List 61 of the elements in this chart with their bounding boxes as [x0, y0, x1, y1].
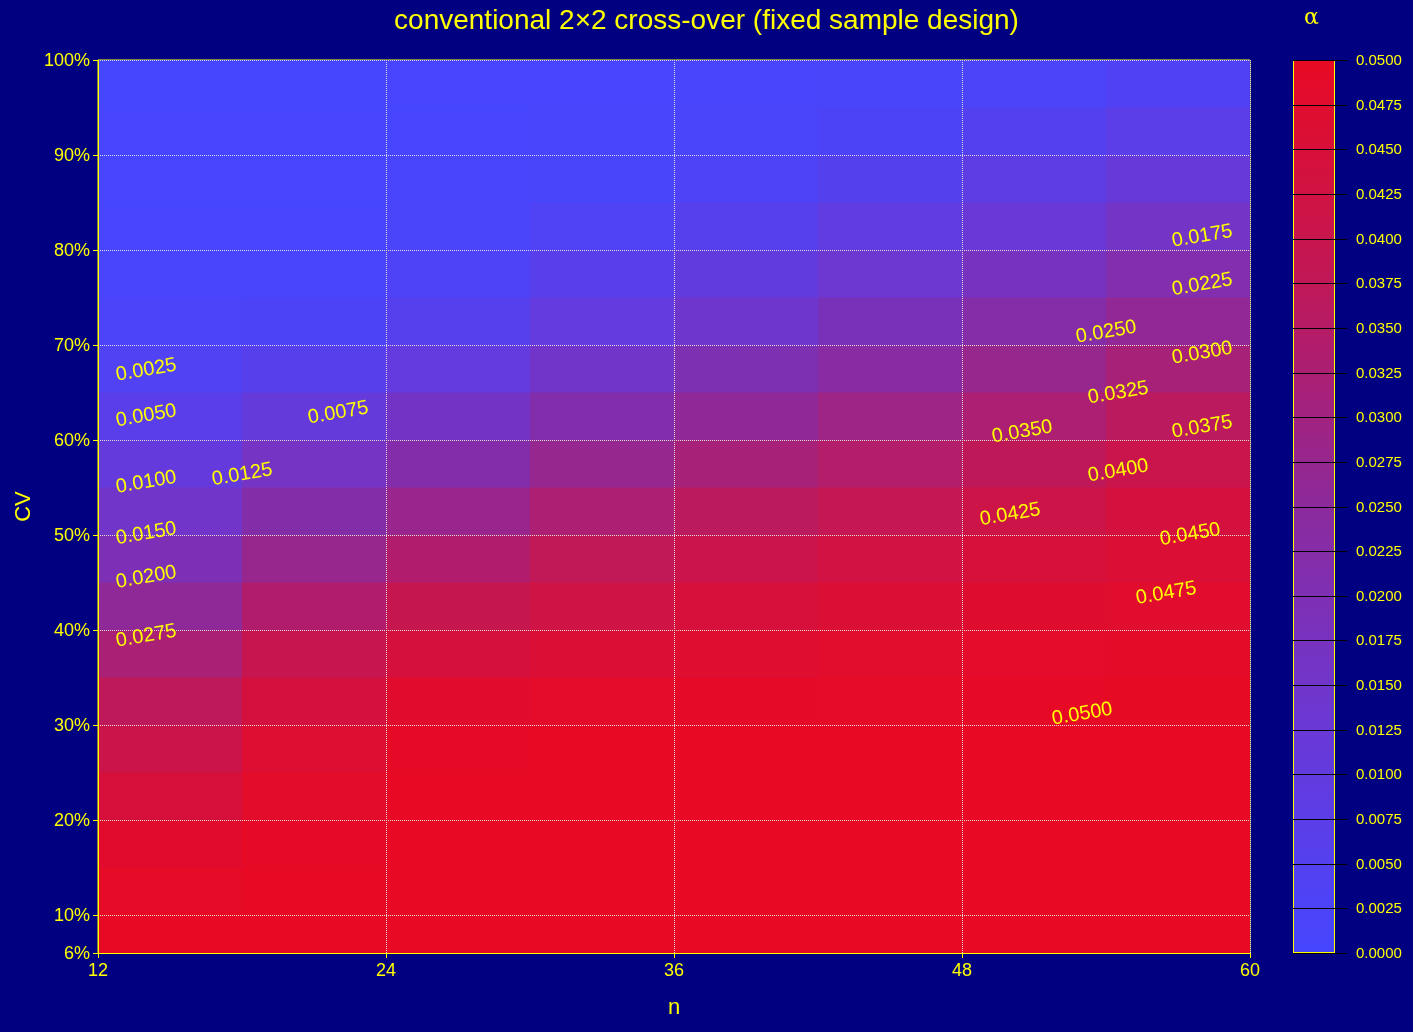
annotation: 0.0300 — [1170, 335, 1234, 368]
y-tick-label: 80% — [53, 240, 90, 260]
color-bar-label: 0.0275 — [1356, 452, 1402, 471]
x-tick-label: 24 — [375, 960, 397, 980]
x-axis-title: n — [667, 993, 681, 1019]
annotation: 0.0025 — [114, 352, 178, 385]
color-bar-label: 0.0125 — [1356, 720, 1402, 739]
x-tick-label: 48 — [951, 960, 973, 980]
color-bar-label: 0.0025 — [1356, 899, 1402, 918]
color-bar-label: 0.0150 — [1356, 676, 1402, 695]
annotation: 0.0400 — [1086, 453, 1150, 486]
color-bar-label: 0.0300 — [1356, 408, 1402, 427]
annotation: 0.0225 — [1170, 267, 1234, 300]
color-bar-label: 0.0400 — [1356, 229, 1402, 248]
y-tick-label: 30% — [53, 715, 90, 735]
annotation: 0.0325 — [1086, 375, 1150, 408]
annotation: 0.0275 — [114, 618, 178, 651]
color-bar-label: 0.0250 — [1356, 497, 1402, 516]
annotation: 0.0100 — [114, 464, 178, 497]
y-tick-label: 10% — [53, 905, 90, 925]
color-bar-label: 0.0500 — [1356, 51, 1402, 69]
color-bar-label: 0.0100 — [1356, 765, 1402, 784]
annotation: 0.0500 — [1050, 696, 1114, 729]
y-tick-label: 20% — [53, 810, 90, 830]
y-tick-label: 60% — [53, 430, 90, 450]
annotation: 0.0175 — [1170, 218, 1234, 251]
color-bar-label: 0.0350 — [1356, 318, 1402, 337]
chart-title: conventional 2×2 cross-over (fixed sample design) — [394, 3, 1019, 35]
annotation: 0.0250 — [1074, 314, 1138, 347]
annotation: 0.0050 — [114, 398, 178, 431]
annotation: 0.0425 — [978, 497, 1042, 530]
annotation: 0.0075 — [306, 395, 370, 428]
color-bar-title: α — [1304, 4, 1319, 29]
color-bar-label: 0.0050 — [1356, 854, 1402, 873]
color-bar-label: 0.0375 — [1356, 274, 1402, 293]
color-bar-label: 0.0425 — [1356, 184, 1402, 203]
annotation: 0.0450 — [1158, 517, 1222, 550]
x-tick-label: 12 — [87, 960, 109, 980]
color-bar-label: 0.0075 — [1356, 810, 1402, 829]
color-bar-label: 0.0475 — [1356, 95, 1402, 114]
annotation: 0.0125 — [210, 457, 274, 490]
color-bar-label: 0.0450 — [1356, 140, 1402, 159]
y-axis-title: CV — [9, 490, 35, 522]
y-tick-label: 70% — [53, 335, 90, 355]
color-bar-label: 0.0200 — [1356, 586, 1402, 605]
color-bar-label: 0.0175 — [1356, 631, 1402, 650]
annotation: 0.0150 — [114, 516, 178, 549]
color-bar-label: 0.0225 — [1356, 542, 1402, 561]
y-tick-label: 50% — [53, 525, 90, 545]
annotation: 0.0200 — [114, 559, 178, 592]
y-tick-label: 90% — [53, 145, 90, 165]
x-tick-label: 36 — [663, 960, 685, 980]
x-tick-label: 60 — [1239, 960, 1261, 980]
annotation: 0.0475 — [1134, 575, 1198, 609]
annotation: 0.0350 — [990, 414, 1054, 447]
y-tick-label: 100% — [43, 50, 90, 70]
color-bar-label: 0.0325 — [1356, 363, 1402, 382]
y-tick-label: 40% — [53, 620, 90, 640]
annotation: 0.0375 — [1170, 409, 1234, 442]
y-tick-label: 6% — [63, 943, 90, 963]
color-bar-label: 0.0000 — [1356, 944, 1402, 962]
